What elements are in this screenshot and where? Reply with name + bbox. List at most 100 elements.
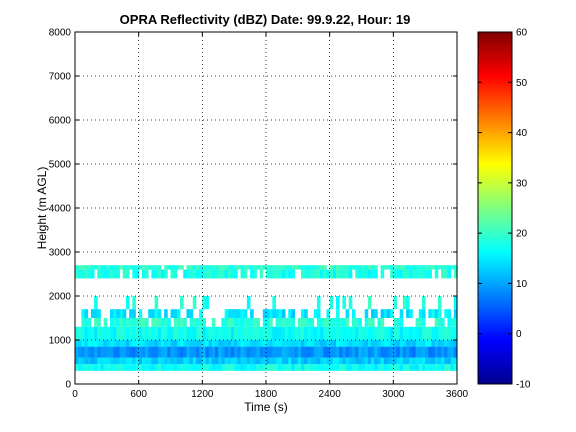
heatmap-cell [367,296,372,310]
heatmap-cell [221,265,226,270]
heatmap-cell [444,265,448,270]
heatmap-cell [371,326,375,340]
heatmap-cell [141,265,146,270]
heatmap-cell [361,326,366,340]
heatmap-cell [125,346,130,358]
heatmap-cell [371,340,375,347]
heatmap-cell [332,346,337,358]
heatmap-cell [307,346,311,358]
heatmap-cell [160,364,165,371]
heatmap-cell [211,326,216,340]
heatmap-cell [358,318,362,327]
heatmap-cell [316,309,321,318]
heatmap-cell [103,269,108,279]
heatmap-cell [421,364,426,371]
heatmap-cell [326,357,331,365]
heatmap-cell [377,364,381,371]
heatmap-cell [87,340,92,347]
heatmap-cell [240,357,245,365]
heatmap-cell [266,357,270,365]
heatmap-cell [224,357,229,365]
heatmap-cell [415,265,420,270]
heatmap-cell [237,346,241,358]
heatmap-cell [336,364,340,371]
heatmap-cell [431,364,436,371]
heatmap-cell [399,265,404,270]
heatmap-cell [434,364,439,371]
heatmap-cell [402,296,407,310]
heatmap-cell [132,318,136,327]
heatmap-cell [377,318,381,327]
heatmap-cell [310,326,315,340]
heatmap-cell [237,364,241,371]
heatmap-cell [224,346,229,358]
heatmap-cell [141,357,146,365]
heatmap-cell [164,309,168,318]
heatmap-cell [304,309,308,318]
heatmap-cell [180,340,184,347]
heatmap-cell [87,357,92,365]
heatmap-cell [374,269,378,279]
x-axis-label: Time (s) [244,400,288,414]
heatmap-cell [221,364,226,371]
heatmap-cell [336,265,340,270]
heatmap-cell [418,269,423,279]
heatmap-cell [164,318,168,327]
heatmap-cell [310,318,315,327]
heatmap-cell [294,364,299,371]
heatmap-cell [275,309,280,318]
heatmap-cell [386,326,391,340]
heatmap-cell [393,265,397,270]
heatmap-cell [199,340,203,347]
heatmap-cell [367,346,372,358]
heatmap-cell [195,326,200,340]
heatmap-cell [170,340,175,347]
heatmap-cell [380,340,385,347]
heatmap-cell [157,326,162,340]
heatmap-cell [415,326,420,340]
heatmap-cell [240,309,245,318]
heatmap-cell [81,269,85,279]
heatmap-cell [266,309,270,318]
heatmap-cell [380,265,385,270]
heatmap-cell [122,346,127,358]
heatmap-cell [281,318,286,327]
heatmap-cell [431,309,436,318]
heatmap-cell [84,357,89,365]
heatmap-cell [431,346,436,358]
heatmap-cell [393,340,397,347]
heatmap-cell [342,346,346,358]
heatmap-cell [396,340,401,347]
heatmap-cell [106,340,111,347]
heatmap-cell [390,269,394,279]
heatmap-cell [415,346,420,358]
heatmap-cell [297,265,302,270]
heatmap-cell [224,340,229,347]
heatmap-cell [316,265,321,270]
heatmap-cell [421,346,426,358]
heatmap-cell [421,326,426,340]
heatmap-cell [326,309,331,318]
heatmap-cell [374,346,378,358]
heatmap-cell [97,357,101,365]
heatmap-cell [75,326,79,340]
heatmap-cell [170,346,175,358]
heatmap-cell [434,346,439,358]
heatmap-cell [151,340,155,347]
heatmap-cell [167,340,171,347]
heatmap-cell [167,265,171,270]
heatmap-cell [202,364,206,371]
heatmap-cell [259,346,264,358]
heatmap-cell [345,340,350,347]
heatmap-cell [135,357,140,365]
heatmap-cell [230,269,235,279]
heatmap-cell [164,364,168,371]
heatmap-cell [364,326,369,340]
heatmap-cell [301,265,305,270]
heatmap-cell [332,357,337,365]
heatmap-cell [323,340,327,347]
heatmap-cell [205,326,210,340]
heatmap-cell [441,357,445,365]
heatmap-cell [281,309,286,318]
heatmap-cell [250,309,254,318]
